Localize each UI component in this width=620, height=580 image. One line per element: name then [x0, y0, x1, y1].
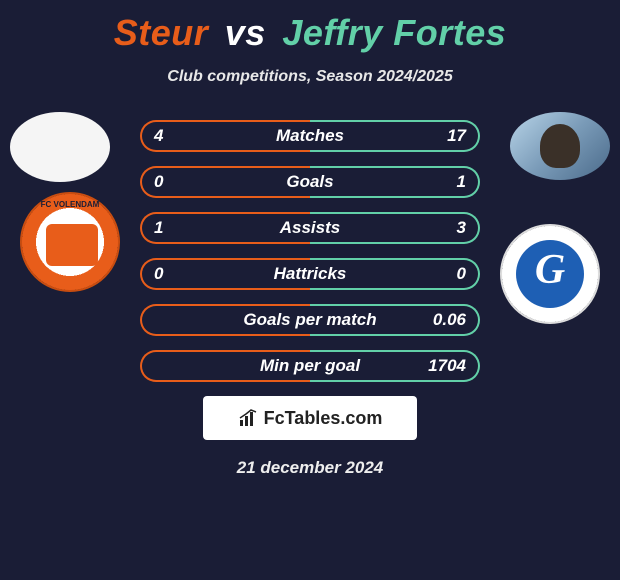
stat-rows: 4 Matches 17 0 Goals 1 1 Assists 3 0 Hat…: [140, 120, 480, 382]
stat-right-value: 1: [442, 172, 466, 192]
stat-left-value: 1: [154, 218, 178, 238]
comparison-title: Steur vs Jeffry Fortes: [0, 0, 620, 54]
stat-row: Min per goal 1704: [140, 350, 480, 382]
stat-row: 0 Hattricks 0: [140, 258, 480, 290]
subtitle: Club competitions, Season 2024/2025: [0, 68, 620, 86]
stat-label: Goals per match: [142, 310, 478, 330]
brand-badge: FcTables.com: [203, 396, 417, 440]
stat-label: Goals: [142, 172, 478, 192]
stat-left-value: 4: [154, 126, 178, 146]
stat-right-value: 0.06: [433, 310, 466, 330]
stat-left-value: 0: [154, 172, 178, 192]
content-area: 4 Matches 17 0 Goals 1 1 Assists 3 0 Hat…: [0, 120, 620, 478]
player1-avatar: [10, 112, 110, 182]
player1-name: Steur: [114, 12, 209, 53]
player2-name: Jeffry Fortes: [282, 12, 506, 53]
chart-icon: [238, 408, 258, 428]
footer-date: 21 december 2024: [0, 458, 620, 478]
vs-label: vs: [225, 12, 266, 53]
stat-label: Matches: [142, 126, 478, 146]
player1-club-badge: [20, 192, 120, 292]
player2-avatar: [510, 112, 610, 180]
stat-label: Assists: [142, 218, 478, 238]
stat-right-value: 0: [442, 264, 466, 284]
stat-row: 1 Assists 3: [140, 212, 480, 244]
stat-right-value: 1704: [428, 356, 466, 376]
stat-row: 4 Matches 17: [140, 120, 480, 152]
stat-row: 0 Goals 1: [140, 166, 480, 198]
stat-left-value: 0: [154, 264, 178, 284]
player2-club-badge: [500, 224, 600, 324]
stat-right-value: 17: [442, 126, 466, 146]
stat-label: Hattricks: [142, 264, 478, 284]
stat-row: Goals per match 0.06: [140, 304, 480, 336]
brand-text: FcTables.com: [264, 408, 383, 429]
stat-right-value: 3: [442, 218, 466, 238]
